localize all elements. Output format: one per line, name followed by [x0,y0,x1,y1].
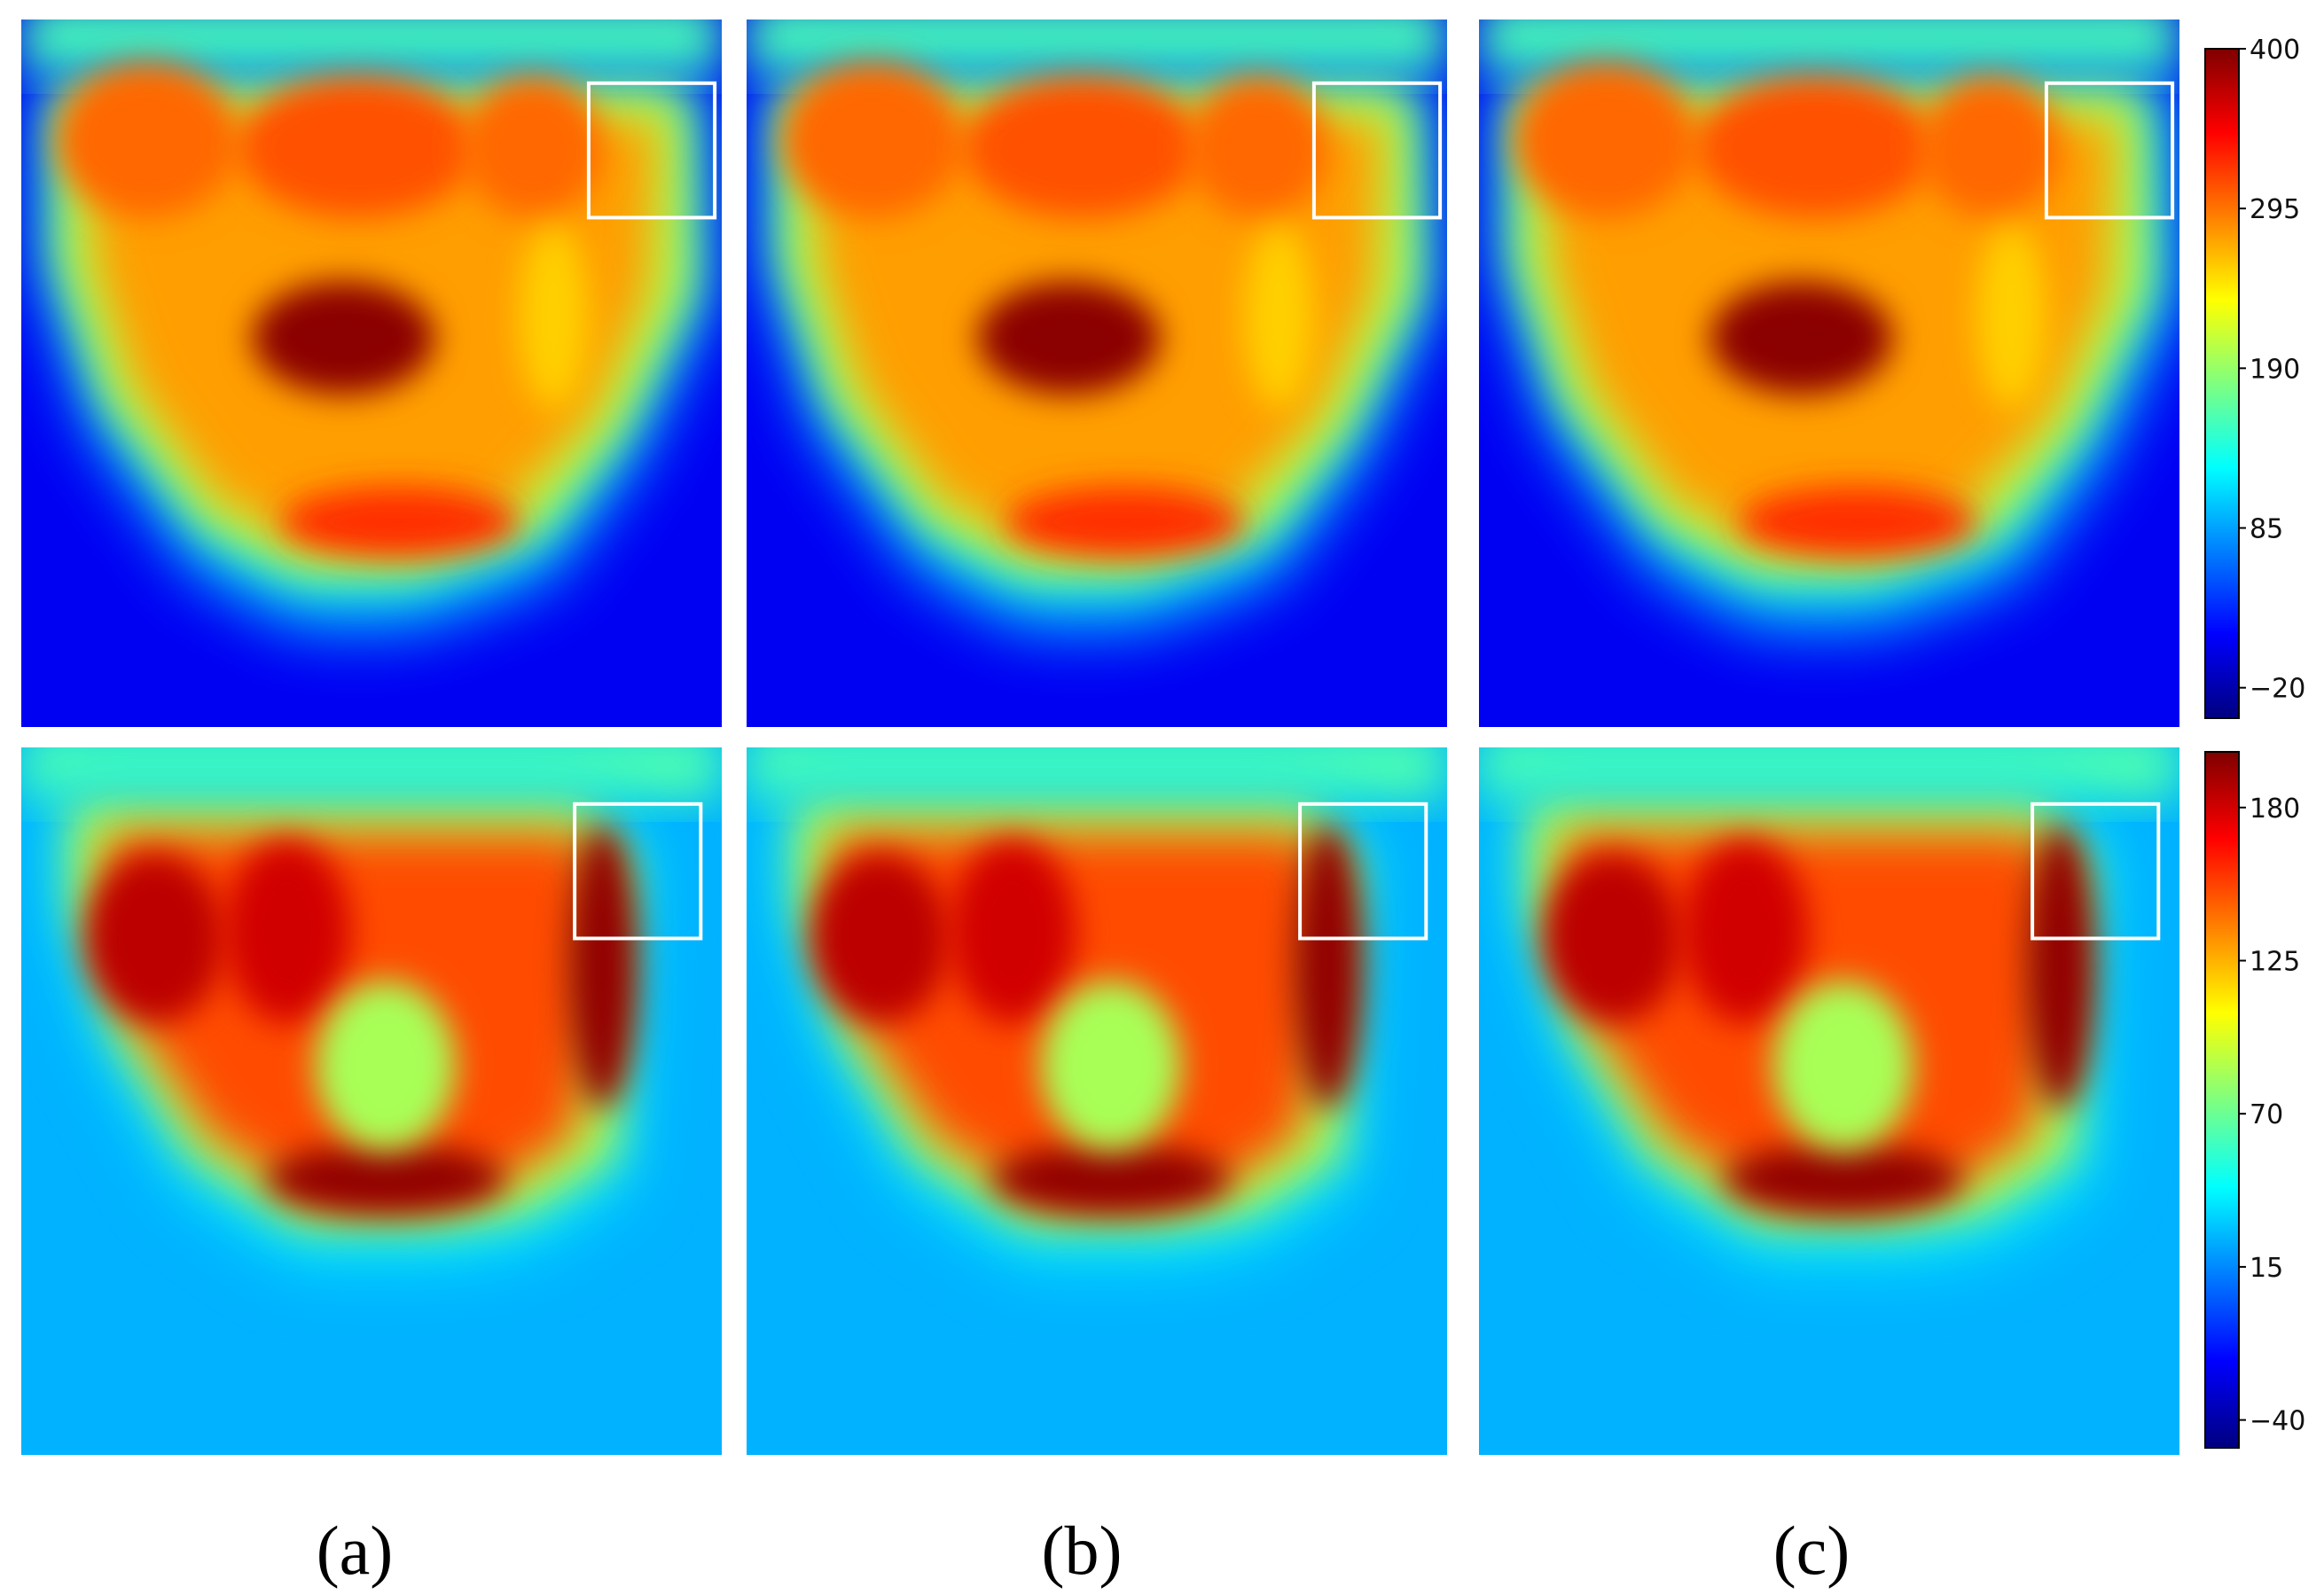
highlight-box [1298,801,1428,941]
hotspot-upper-right [1920,75,2061,218]
hotspot-upper-middle [963,75,1202,218]
heatmap-panel-1-c [1479,20,2179,727]
hotspot-lower-middle [266,1143,505,1215]
colorbar-bottom: 180 125 70 15 −40 [2204,751,2305,1449]
hotspot-upper-left [810,853,951,1024]
hotspot-center-cool [1040,981,1181,1151]
heatmap-panel-2-c [1479,747,2179,1455]
hotspot-upper-right [462,75,603,218]
heatmap-panel-1-b [747,20,1447,727]
highlight-box [573,801,703,941]
heatmap-row-1 [21,20,2179,727]
hotspot-upper-middle [1695,75,1935,218]
hotspot-right-side [1976,224,2046,409]
colorbar-tick-label: −40 [2250,1406,2305,1437]
hotspot-center [1710,281,1893,395]
heatmap-top-band [21,20,722,73]
hotspot-upper-middle [1682,839,1809,1024]
heatmap-row-2 [21,747,2179,1455]
hotspot-lower-middle [280,486,519,558]
heatmap-panel-1-a [21,20,722,727]
heatmap-top-band [1479,20,2179,73]
hotspot-center [252,281,435,395]
hotspot-upper-right-box [1293,825,1364,1108]
hotspot-upper-left [84,853,225,1024]
colorbar-tick-label: 180 [2250,794,2300,825]
heatmap-panel-2-a [21,747,722,1455]
hotspot-lower-middle [1006,486,1244,558]
colorbar-tick-label: 400 [2250,35,2300,66]
colorbar-tick-label: 70 [2250,1099,2283,1130]
hotspot-lower-middle [991,1143,1231,1215]
hotspot-upper-left [781,61,964,218]
colorbar-tick-label: 85 [2250,514,2283,545]
hotspot-upper-right-box [567,825,638,1108]
colorbar-tick-label: −20 [2250,674,2305,705]
highlight-box [2031,801,2161,941]
highlight-box [1311,81,1443,220]
hotspot-right-side [518,224,589,409]
hotspot-upper-left [1514,61,1696,218]
hotspot-upper-middle [238,75,477,218]
colorbar-tick-label: 15 [2250,1253,2283,1284]
hotspot-upper-right [1187,75,1328,218]
panel-label-a: (a) [317,1512,394,1589]
hotspot-lower-middle [1738,486,1976,558]
highlight-box [2044,81,2175,220]
colorbar-scale [2204,751,2240,1449]
colorbar-tick-label: 125 [2250,947,2300,978]
colorbar-top: 400 295 190 85 −20 [2204,35,2305,719]
hotspot-upper-left [56,61,239,218]
hotspot-center-cool [1772,981,1913,1151]
colorbar-tick-label: 190 [2250,354,2300,385]
hotspot-center-cool [315,981,456,1151]
colorbar-scale [2204,48,2240,719]
heatmap-top-band [747,20,1447,73]
hotspot-center [977,281,1161,395]
colorbar-tick-label: 295 [2250,194,2300,225]
hotspot-lower-middle [1724,1143,1963,1215]
panel-label-b: (b) [1042,1512,1123,1589]
heatmap-panel-2-b [747,747,1447,1455]
panel-label-c: (c) [1773,1512,1851,1589]
hotspot-upper-middle [224,839,351,1024]
hotspot-upper-left [1542,853,1683,1024]
hotspot-right-side [1243,224,1314,409]
hotspot-upper-right-box [2025,825,2096,1108]
hotspot-upper-middle [950,839,1076,1024]
highlight-box [586,81,717,220]
